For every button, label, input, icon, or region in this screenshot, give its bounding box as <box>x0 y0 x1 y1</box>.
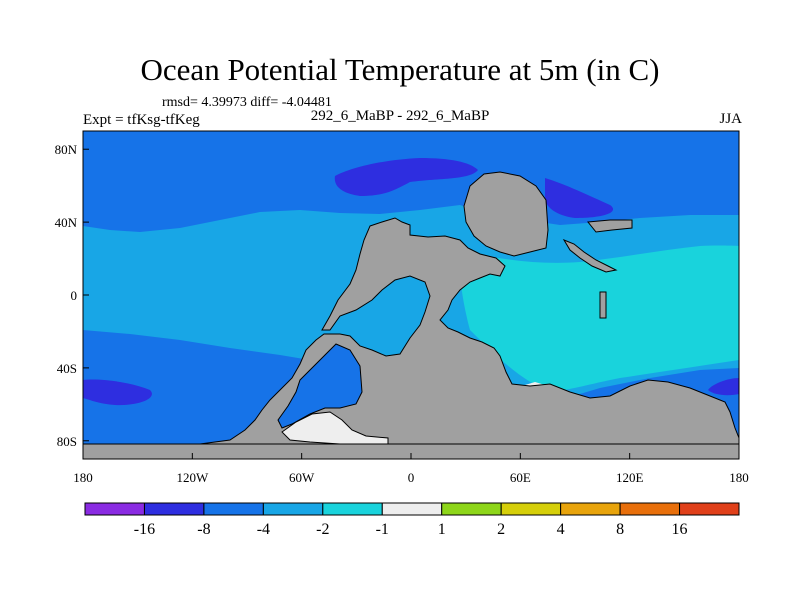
colorbar-box <box>322 502 383 516</box>
land-main-continent <box>83 217 739 459</box>
asia-cold-patch <box>545 178 614 218</box>
center-label: 292_6_MaBP - 292_6_MaBP <box>310 108 490 124</box>
colorbar: -16 -8 -4 -2 -1 1 2 4 8 16 <box>84 502 740 538</box>
colorbar-box <box>441 502 502 516</box>
colorbar-box <box>679 502 740 516</box>
chart-title: Ocean Potential Temperature at 5m (in C) <box>140 52 660 87</box>
x-tick-label: 60E <box>510 470 531 485</box>
colorbar-label: -16 <box>134 521 155 538</box>
land-small-island <box>599 291 607 319</box>
x-axis: 180 120W 60W 0 60E 120E 180 <box>73 453 749 485</box>
colorbar-box <box>84 502 145 516</box>
x-tick-label: 180 <box>729 470 749 485</box>
southern-inlet <box>277 343 363 429</box>
colorbar-box <box>500 502 562 516</box>
y-axis: 80N 40N 0 40S 80S <box>55 142 89 449</box>
y-tick-label: 0 <box>71 288 78 303</box>
land-southern-ice <box>83 443 739 459</box>
colorbar-box <box>381 502 443 516</box>
land-masses <box>83 171 739 459</box>
colorbar-label: 8 <box>616 521 624 538</box>
experiment-label: Expt = tfKsg-tfKeg <box>83 112 200 128</box>
colorbar-box <box>560 502 621 516</box>
y-tick-label: 40S <box>57 361 77 376</box>
colorbar-label: -2 <box>316 521 329 538</box>
colorbar-box <box>143 502 205 516</box>
land-northern-block <box>463 171 549 257</box>
colorbar-label: -1 <box>376 521 389 538</box>
y-tick-label: 80S <box>57 434 77 449</box>
colorbar-label: 16 <box>672 521 688 538</box>
colorbar-box <box>203 502 264 516</box>
season-label: JJA <box>719 111 742 127</box>
y-tick-label: 40N <box>55 215 78 230</box>
southern-inlet-ice <box>281 411 389 445</box>
x-tick-label: 0 <box>408 470 415 485</box>
south-indian-cold-patch <box>708 378 739 396</box>
south-pacific-cold-patch <box>83 379 152 406</box>
colorbar-label: 1 <box>438 521 446 538</box>
colorbar-box <box>619 502 681 516</box>
land-east-arm <box>562 238 618 273</box>
map-area <box>83 131 739 459</box>
colorbar-label: -4 <box>257 521 270 538</box>
arctic-cold-patch <box>334 158 478 196</box>
x-tick-label: 120E <box>616 470 644 485</box>
tropical-band <box>459 245 739 392</box>
x-tick-label: 180 <box>73 470 93 485</box>
x-tick-label: 60W <box>289 470 315 485</box>
land-eastern-peninsula <box>587 219 633 233</box>
colorbar-label: -8 <box>197 521 210 538</box>
colorbar-box <box>262 502 324 516</box>
colorbar-label: 2 <box>497 521 505 538</box>
x-tick-label: 120W <box>176 470 209 485</box>
colorbar-label: 4 <box>557 521 565 538</box>
y-tick-label: 80N <box>55 142 78 157</box>
stats-text: rmsd= 4.39973 diff= -4.04481 <box>162 95 332 110</box>
